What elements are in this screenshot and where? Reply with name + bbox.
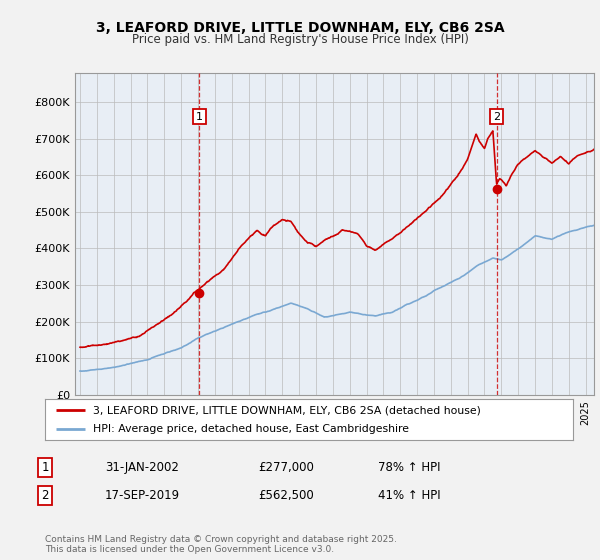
Text: HPI: Average price, detached house, East Cambridgeshire: HPI: Average price, detached house, East… bbox=[92, 424, 409, 433]
Text: 2: 2 bbox=[41, 489, 49, 502]
Text: Price paid vs. HM Land Registry's House Price Index (HPI): Price paid vs. HM Land Registry's House … bbox=[131, 33, 469, 46]
Text: £277,000: £277,000 bbox=[258, 461, 314, 474]
Text: 2: 2 bbox=[493, 111, 500, 122]
Text: 3, LEAFORD DRIVE, LITTLE DOWNHAM, ELY, CB6 2SA: 3, LEAFORD DRIVE, LITTLE DOWNHAM, ELY, C… bbox=[95, 21, 505, 35]
Text: Contains HM Land Registry data © Crown copyright and database right 2025.
This d: Contains HM Land Registry data © Crown c… bbox=[45, 535, 397, 554]
Text: 78% ↑ HPI: 78% ↑ HPI bbox=[378, 461, 440, 474]
Text: 1: 1 bbox=[196, 111, 203, 122]
Text: 1: 1 bbox=[41, 461, 49, 474]
Text: 41% ↑ HPI: 41% ↑ HPI bbox=[378, 489, 440, 502]
Text: 31-JAN-2002: 31-JAN-2002 bbox=[105, 461, 179, 474]
Text: 3, LEAFORD DRIVE, LITTLE DOWNHAM, ELY, CB6 2SA (detached house): 3, LEAFORD DRIVE, LITTLE DOWNHAM, ELY, C… bbox=[92, 405, 481, 415]
Text: £562,500: £562,500 bbox=[258, 489, 314, 502]
Text: 17-SEP-2019: 17-SEP-2019 bbox=[105, 489, 180, 502]
